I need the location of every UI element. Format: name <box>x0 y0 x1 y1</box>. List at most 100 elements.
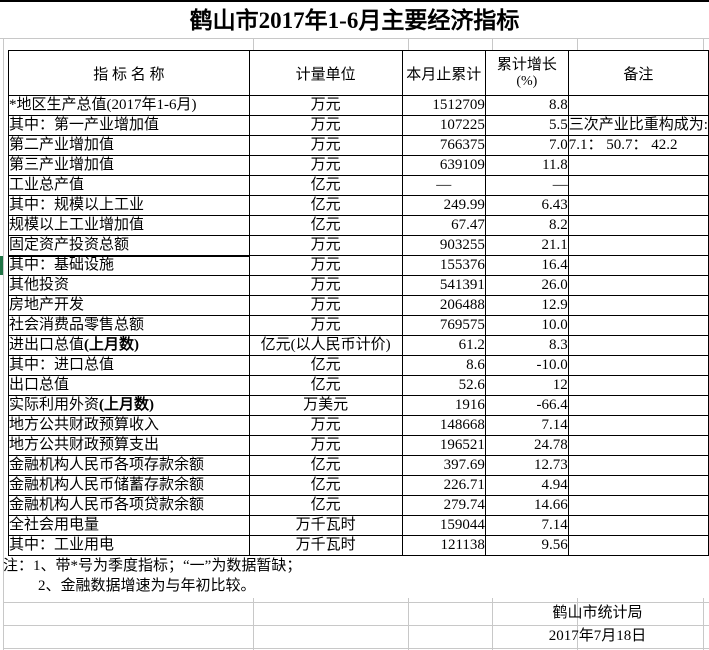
remark-cell[interactable] <box>567 475 709 496</box>
remark-cell[interactable] <box>567 155 709 176</box>
indicator-name-cell[interactable]: 实际利用外资(上月数) <box>8 395 250 416</box>
cumulative-value-cell[interactable]: 639109 <box>401 155 486 176</box>
cumulative-value-cell[interactable]: 121138 <box>401 535 486 556</box>
unit-cell[interactable]: 万千瓦时 <box>248 515 403 536</box>
unit-cell[interactable]: 亿元 <box>248 215 403 236</box>
cumulative-value-cell[interactable]: 107225 <box>401 115 486 136</box>
unit-cell[interactable]: 万元 <box>248 255 403 276</box>
indicator-name-cell[interactable]: 社会消费品零售总额 <box>8 315 250 336</box>
header-remark[interactable]: 备注 <box>567 50 709 96</box>
indicator-name-cell[interactable]: 金融机构人民币各项贷款余额 <box>8 495 250 516</box>
cumulative-value-cell[interactable]: 159044 <box>401 515 486 536</box>
indicator-name-cell[interactable]: 金融机构人民币储蓄存款余额 <box>8 475 250 496</box>
growth-value-cell[interactable]: — <box>484 175 569 196</box>
unit-cell[interactable]: 万千瓦时 <box>248 535 403 556</box>
remark-cell[interactable] <box>567 315 709 336</box>
unit-cell[interactable]: 万元 <box>248 275 403 296</box>
cumulative-value-cell[interactable]: 1512709 <box>401 95 486 116</box>
growth-value-cell[interactable]: -66.4 <box>484 395 569 416</box>
cumulative-value-cell[interactable]: 61.2 <box>401 335 486 356</box>
remark-cell[interactable] <box>567 355 709 376</box>
unit-cell[interactable]: 亿元 <box>248 475 403 496</box>
remark-cell[interactable] <box>567 255 709 276</box>
remark-cell[interactable] <box>567 195 709 216</box>
cumulative-value-cell[interactable]: 148668 <box>401 415 486 436</box>
unit-cell[interactable]: 万元 <box>248 155 403 176</box>
growth-value-cell[interactable]: 4.94 <box>484 475 569 496</box>
unit-cell[interactable]: 亿元 <box>248 175 403 196</box>
indicator-name-cell[interactable]: 其中：第一产业增加值 <box>8 115 250 136</box>
remark-cell[interactable] <box>567 455 709 476</box>
unit-cell[interactable]: 万元 <box>248 115 403 136</box>
growth-value-cell[interactable]: 26.0 <box>484 275 569 296</box>
indicator-name-cell[interactable]: 其中：工业用电 <box>8 535 250 556</box>
cumulative-value-cell[interactable]: 226.71 <box>401 475 486 496</box>
header-cumulative[interactable]: 本月止累计 <box>401 50 486 96</box>
unit-cell[interactable]: 万元 <box>248 295 403 316</box>
indicator-name-cell[interactable]: 其中：基础设施 <box>8 255 250 276</box>
indicator-name-cell[interactable]: 规模以上工业增加值 <box>8 215 250 236</box>
growth-value-cell[interactable]: 7.0 <box>484 135 569 156</box>
indicator-name-cell[interactable]: 第二产业增加值 <box>8 135 250 156</box>
unit-cell[interactable]: 亿元 <box>248 455 403 476</box>
unit-cell[interactable]: 亿元 <box>248 195 403 216</box>
unit-cell[interactable]: 万元 <box>248 435 403 456</box>
unit-cell[interactable]: 亿元 <box>248 375 403 396</box>
growth-value-cell[interactable]: 14.66 <box>484 495 569 516</box>
cumulative-value-cell[interactable]: 206488 <box>401 295 486 316</box>
remark-cell[interactable] <box>567 395 709 416</box>
indicator-name-cell[interactable]: 金融机构人民币各项存款余额 <box>8 455 250 476</box>
cumulative-value-cell[interactable]: 766375 <box>401 135 486 156</box>
remark-cell[interactable] <box>567 215 709 236</box>
indicator-name-cell[interactable]: 进出口总值(上月数) <box>8 335 250 356</box>
growth-value-cell[interactable]: 8.3 <box>484 335 569 356</box>
growth-value-cell[interactable]: 16.4 <box>484 255 569 276</box>
cumulative-value-cell[interactable]: 769575 <box>401 315 486 336</box>
remark-cell[interactable]: 三次产业比重构成为: <box>567 115 709 136</box>
remark-cell[interactable] <box>567 95 709 116</box>
remark-cell[interactable] <box>567 375 709 396</box>
cumulative-value-cell[interactable]: 903255 <box>401 235 486 256</box>
indicator-name-cell[interactable]: 其中：进口总值 <box>8 355 250 376</box>
growth-value-cell[interactable]: 10.0 <box>484 315 569 336</box>
cumulative-value-cell[interactable]: 67.47 <box>401 215 486 236</box>
growth-value-cell[interactable]: 8.2 <box>484 215 569 236</box>
unit-cell[interactable]: 万元 <box>248 95 403 116</box>
remark-cell[interactable] <box>567 275 709 296</box>
growth-value-cell[interactable]: 9.56 <box>484 535 569 556</box>
unit-cell[interactable]: 亿元 <box>248 495 403 516</box>
growth-value-cell[interactable]: 12.9 <box>484 295 569 316</box>
growth-value-cell[interactable]: 21.1 <box>484 235 569 256</box>
indicator-name-cell[interactable]: 其他投资 <box>8 275 250 296</box>
remark-cell[interactable] <box>567 415 709 436</box>
indicator-name-cell[interactable]: 工业总产值 <box>8 175 250 196</box>
unit-cell[interactable]: 亿元(以人民币计价) <box>248 335 403 356</box>
unit-cell[interactable]: 万元 <box>248 315 403 336</box>
cumulative-value-cell[interactable]: 279.74 <box>401 495 486 516</box>
cumulative-value-cell[interactable]: 8.6 <box>401 355 486 376</box>
indicator-name-cell[interactable]: 地方公共财政预算支出 <box>8 435 250 456</box>
growth-value-cell[interactable]: 6.43 <box>484 195 569 216</box>
cumulative-value-cell[interactable]: 541391 <box>401 275 486 296</box>
header-unit[interactable]: 计量单位 <box>248 50 403 96</box>
indicator-name-cell[interactable]: *地区生产总值(2017年1-6月) <box>8 95 250 116</box>
unit-cell[interactable]: 亿元 <box>248 355 403 376</box>
growth-value-cell[interactable]: -10.0 <box>484 355 569 376</box>
remark-cell[interactable] <box>567 515 709 536</box>
remark-cell[interactable] <box>567 175 709 196</box>
growth-value-cell[interactable]: 24.78 <box>484 435 569 456</box>
unit-cell[interactable]: 万元 <box>248 415 403 436</box>
cumulative-value-cell[interactable]: 196521 <box>401 435 486 456</box>
growth-value-cell[interactable]: 12.73 <box>484 455 569 476</box>
cumulative-value-cell[interactable]: 397.69 <box>401 455 486 476</box>
remark-cell[interactable] <box>567 535 709 556</box>
unit-cell[interactable]: 万元 <box>248 235 403 256</box>
indicator-name-cell[interactable]: 地方公共财政预算收入 <box>8 415 250 436</box>
indicator-name-cell[interactable]: 全社会用电量 <box>8 515 250 536</box>
cumulative-value-cell[interactable]: 249.99 <box>401 195 486 216</box>
indicator-name-cell[interactable]: 固定资产投资总额 <box>8 235 250 256</box>
growth-value-cell[interactable]: 12 <box>484 375 569 396</box>
unit-cell[interactable]: 万元 <box>248 135 403 156</box>
growth-value-cell[interactable]: 7.14 <box>484 415 569 436</box>
growth-value-cell[interactable]: 5.5 <box>484 115 569 136</box>
